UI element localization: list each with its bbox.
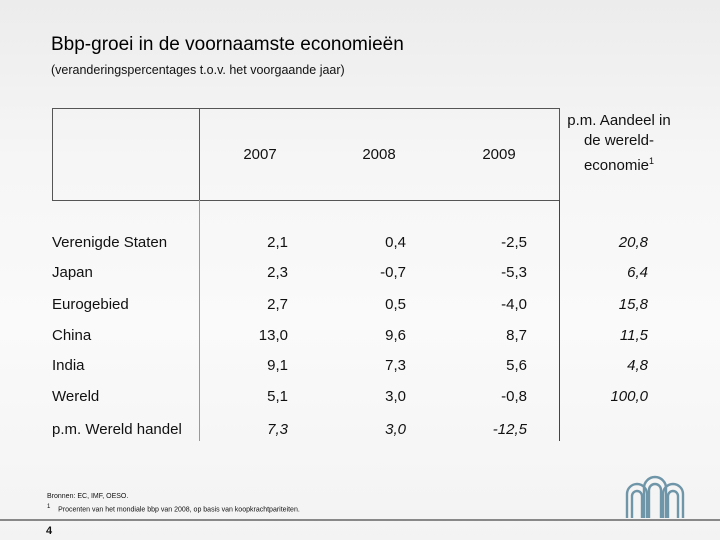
cell-share: 15,8 <box>618 296 648 313</box>
cell-v2009: -12,5 <box>492 421 527 438</box>
share-header-text: p.m. Aandeel in de wereld-economie <box>567 112 671 174</box>
cell-share: 100,0 <box>610 388 648 405</box>
page-subtitle: (veranderingspercentages t.o.v. het voor… <box>51 63 345 77</box>
footnote-1: 1 Procenten van het mondiale bbp van 200… <box>47 502 300 515</box>
page-number: 4 <box>46 525 53 537</box>
footnote-mark: 1 <box>47 504 51 510</box>
footnotes: Bronnen: EC, IMF, OESO. 1 Procenten van … <box>47 492 300 515</box>
footnote-text: Procenten van het mondiale bbp van 2008,… <box>58 506 300 514</box>
cell-v2007: 2,7 <box>267 296 288 313</box>
row-label: Wereld <box>52 388 100 405</box>
cell-v2008: 0,4 <box>385 234 406 251</box>
cell-v2007: 2,3 <box>267 264 288 281</box>
column-header-share: p.m. Aandeel in de wereld-economie1 <box>563 111 675 176</box>
row-label: India <box>52 357 85 374</box>
share-footnote-mark: 1 <box>649 156 655 166</box>
cell-v2007: 7,3 <box>267 421 288 438</box>
sources-note: Bronnen: EC, IMF, OESO. <box>47 493 129 500</box>
cell-v2007: 9,1 <box>267 357 288 374</box>
cell-share: 11,5 <box>619 327 648 344</box>
cell-v2009: -0,8 <box>501 388 527 405</box>
row-label: Verenigde Staten <box>52 234 168 251</box>
page-title: Bbp-groei in de voornaamste economieën <box>51 34 404 55</box>
cell-share: 6,4 <box>627 264 648 281</box>
cell-v2008: -0,7 <box>380 264 406 281</box>
cell-v2009: 5,6 <box>506 357 527 374</box>
cell-v2008: 3,0 <box>385 421 406 438</box>
row-label: p.m. Wereld handel <box>52 421 182 438</box>
cell-v2009: -4,0 <box>501 296 527 313</box>
cell-v2009: -5,3 <box>501 264 527 281</box>
cell-share: 4,8 <box>627 357 648 374</box>
column-header-2007: 2007 <box>243 146 277 163</box>
column-header-2008: 2008 <box>362 146 396 163</box>
row-label: Eurogebied <box>52 296 129 313</box>
cell-v2007: 2,1 <box>267 234 288 251</box>
table-grid <box>52 108 560 441</box>
cell-v2009: -2,5 <box>501 234 527 251</box>
bottom-rule <box>0 519 720 521</box>
column-header-2009: 2009 <box>482 146 516 163</box>
cell-v2008: 9,6 <box>385 327 406 344</box>
cell-share: 20,8 <box>618 234 648 251</box>
cell-v2008: 7,3 <box>385 357 406 374</box>
nbb-logo-icon <box>625 475 685 518</box>
cell-v2008: 0,5 <box>385 296 406 313</box>
cell-v2009: 8,7 <box>506 327 527 344</box>
row-label: Japan <box>52 264 93 281</box>
cell-v2008: 3,0 <box>385 388 406 405</box>
cell-v2007: 13,0 <box>258 327 288 344</box>
cell-v2007: 5,1 <box>267 388 288 405</box>
row-label: China <box>52 327 92 344</box>
